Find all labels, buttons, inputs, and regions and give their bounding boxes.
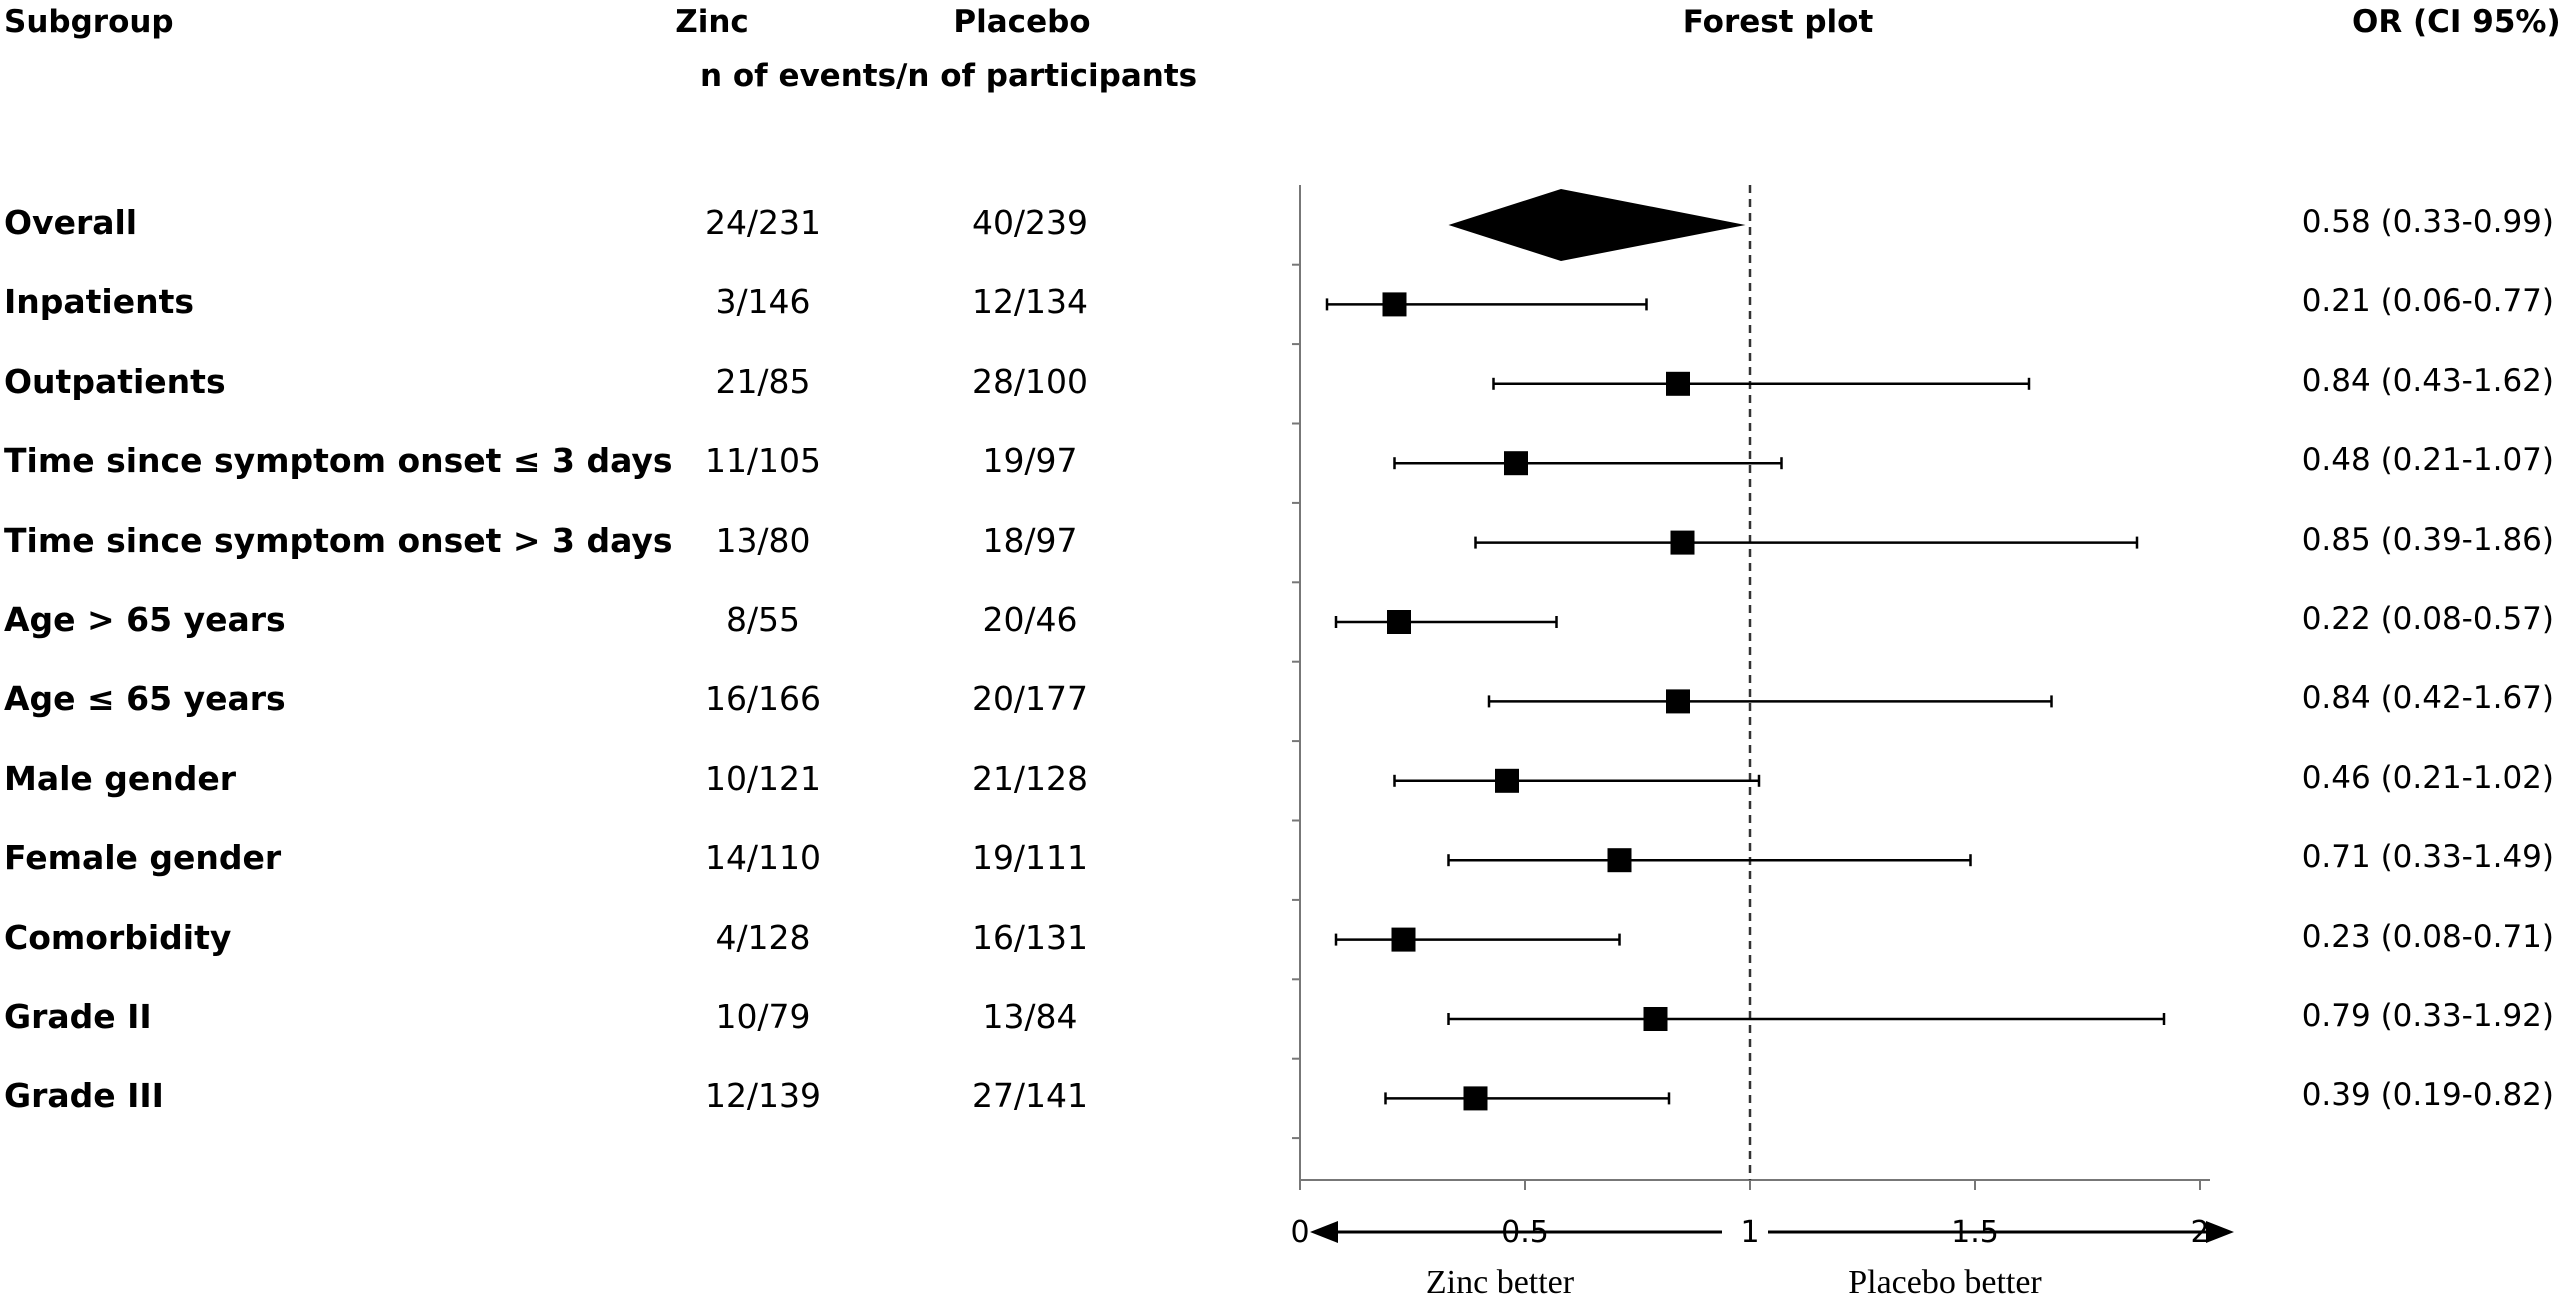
zinc-events: 14/110 xyxy=(704,838,822,878)
placebo-events: 20/46 xyxy=(982,600,1078,639)
or-ci-value: 0.22 (0.08-0.57) xyxy=(2301,601,2554,637)
zinc-events: 10/121 xyxy=(704,758,822,798)
row-label: Male gender xyxy=(4,758,237,798)
or-point-marker xyxy=(1387,610,1411,634)
zinc-events: 10/79 xyxy=(715,997,811,1036)
zinc-events: 8/55 xyxy=(725,600,801,639)
or-point-marker xyxy=(1666,689,1690,714)
row-label: Grade III xyxy=(4,1076,164,1116)
placebo-events: 40/239 xyxy=(971,203,1089,242)
or-ci-value: 0.85 (0.39-1.86) xyxy=(2301,521,2554,558)
placebo-events: 21/128 xyxy=(971,758,1089,798)
row-label: Age ≤ 65 years xyxy=(4,679,286,719)
row-label: Age > 65 years xyxy=(4,600,286,639)
row-label: Comorbidity xyxy=(4,917,232,957)
or-ci-value: 0.39 (0.19-0.82) xyxy=(2301,1077,2554,1114)
placebo-events: 18/97 xyxy=(982,520,1078,560)
placebo-events: 12/134 xyxy=(971,282,1089,322)
placebo-better-label: Placebo better xyxy=(1848,1264,2042,1301)
left-arrowhead xyxy=(1310,1221,1338,1243)
or-ci-value: 0.84 (0.43-1.62) xyxy=(2301,362,2554,399)
zinc-events: 11/105 xyxy=(704,441,822,481)
row-label: Outpatients xyxy=(4,361,226,401)
or-point-marker xyxy=(1391,927,1416,952)
events-caption: n of events/n of participants xyxy=(700,58,1198,94)
zinc-events: 21/85 xyxy=(715,361,811,401)
row-label: Inpatients xyxy=(4,282,195,322)
summary-diamond xyxy=(1448,189,1746,261)
subgroup-header: Subgroup xyxy=(4,4,174,40)
or-point-marker xyxy=(1666,371,1690,396)
placebo-events: 27/141 xyxy=(971,1076,1089,1116)
x-tick-label: 0 xyxy=(1290,1215,1309,1250)
plot-axes xyxy=(1292,185,2210,1181)
zinc-events: 3/146 xyxy=(715,282,811,322)
or-header: OR (CI 95%) xyxy=(2352,4,2560,40)
or-point-marker xyxy=(1495,768,1519,793)
zinc-better-label: Zinc better xyxy=(1426,1264,1575,1301)
or-ci-value: 0.84 (0.42-1.67) xyxy=(2301,680,2554,717)
placebo-events: 20/177 xyxy=(971,679,1089,719)
zinc-events: 24/231 xyxy=(704,203,822,242)
or-ci-value: 0.21 (0.06-0.77) xyxy=(2301,283,2554,320)
zinc-events: 13/80 xyxy=(715,520,811,560)
zinc-events: 16/166 xyxy=(704,679,822,719)
or-ci-value: 0.48 (0.21-1.07) xyxy=(2301,442,2554,479)
zinc-header: Zinc xyxy=(675,4,749,40)
or-point-marker xyxy=(1504,451,1528,476)
placebo-events: 28/100 xyxy=(971,361,1089,401)
or-ci-value: 0.23 (0.08-0.71) xyxy=(2301,918,2554,955)
or-point-marker xyxy=(1382,292,1407,317)
placebo-events: 19/97 xyxy=(982,441,1078,481)
or-ci-value: 0.58 (0.33-0.99) xyxy=(2301,204,2554,240)
or-ci-value: 0.79 (0.33-1.92) xyxy=(2301,998,2554,1034)
forest-plot-header: Forest plot xyxy=(1682,4,1874,40)
row-label: Overall xyxy=(4,203,138,242)
zinc-events: 4/128 xyxy=(715,917,811,957)
row-label: Female gender xyxy=(4,838,282,878)
placebo-events: 16/131 xyxy=(971,917,1089,957)
zinc-events: 12/139 xyxy=(704,1076,822,1116)
or-point-marker xyxy=(1607,848,1632,873)
or-ci-value: 0.46 (0.21-1.02) xyxy=(2301,759,2554,796)
or-point-marker xyxy=(1463,1086,1488,1111)
row-label: Time since symptom onset > 3 days xyxy=(4,520,673,560)
placebo-events: 19/111 xyxy=(971,838,1089,878)
right-arrowhead xyxy=(2206,1221,2234,1243)
plot-ticks: 0 0.5 1 1.5 2 xyxy=(1290,1180,2210,1250)
direction-arrows: Zinc better Placebo better xyxy=(1310,1221,2234,1301)
placebo-events: 13/84 xyxy=(982,997,1078,1036)
or-point-marker xyxy=(1643,1007,1668,1031)
row-label: Time since symptom onset ≤ 3 days xyxy=(4,441,673,481)
or-point-marker xyxy=(1670,530,1695,555)
plot-marks xyxy=(1325,189,2166,1111)
x-tick-label: 1 xyxy=(1740,1215,1759,1250)
or-ci-value: 0.71 (0.33-1.49) xyxy=(2301,839,2554,876)
placebo-header: Placebo xyxy=(953,4,1091,40)
row-label: Grade II xyxy=(4,997,152,1036)
